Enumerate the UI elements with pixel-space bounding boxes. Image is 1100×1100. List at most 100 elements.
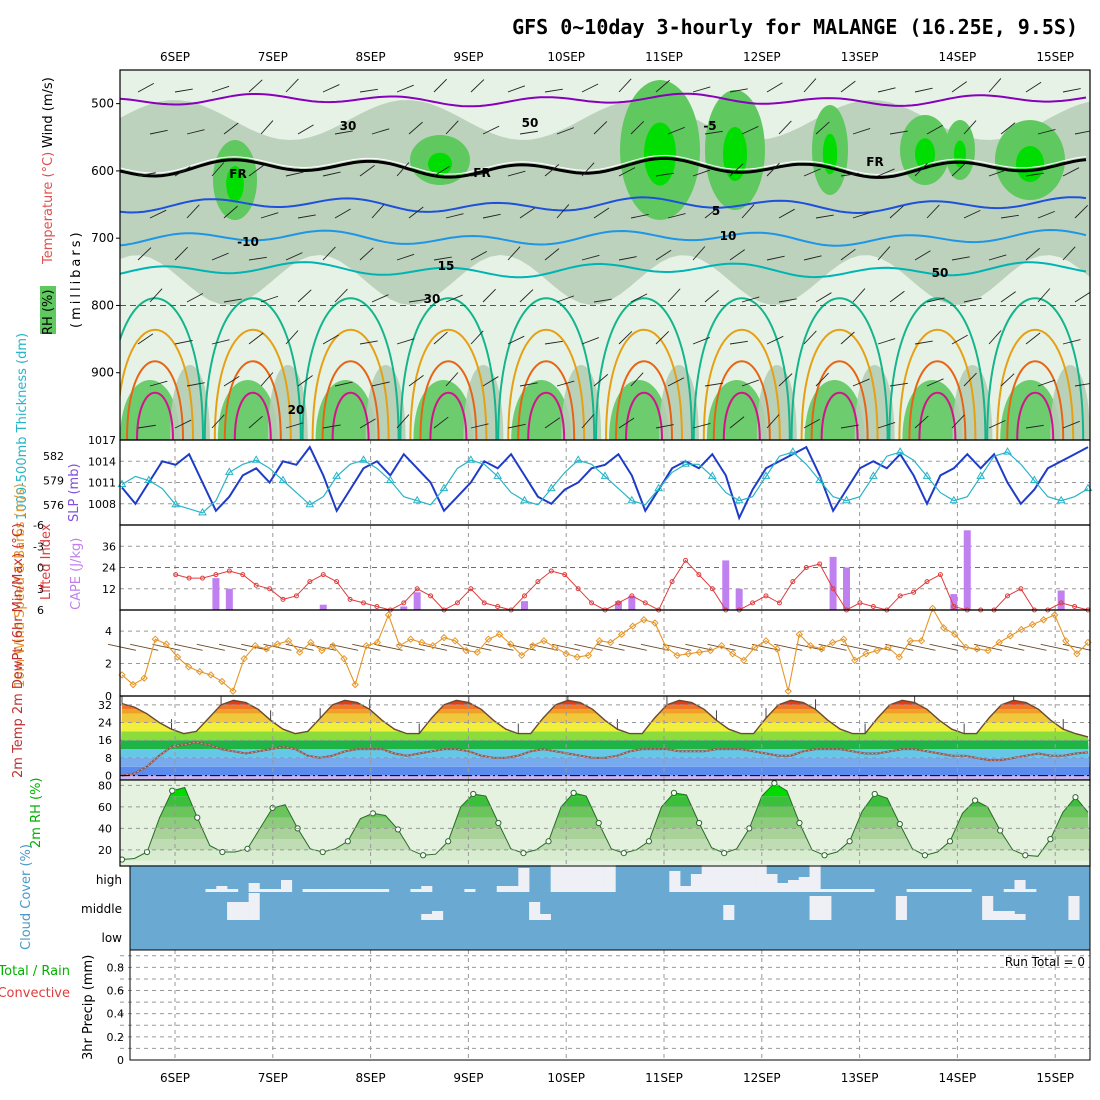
- ua-barb: [1074, 291, 1090, 303]
- ua-barb: [729, 249, 745, 261]
- ua-label-wind: Wind (m/s): [41, 77, 56, 148]
- ua-barb: [186, 382, 205, 387]
- wind-point: [218, 677, 226, 686]
- li-point: [897, 593, 903, 599]
- cloud-mid-bar: [1014, 914, 1026, 920]
- cape-tick: 36: [102, 540, 116, 553]
- wind-barb: [640, 643, 670, 651]
- ua-barb: [1000, 122, 1016, 135]
- arch-9-2: [1006, 360, 1065, 440]
- ua-barb: [877, 87, 896, 93]
- ua-barb: [988, 254, 1007, 261]
- wind-point: [740, 656, 748, 665]
- wind-point: [129, 680, 137, 689]
- t2-clip: [120, 696, 1090, 780]
- ua-barb: [149, 288, 163, 303]
- wind-barb: [218, 643, 248, 651]
- rh2m-point: [796, 819, 803, 827]
- ua-barb: [963, 120, 977, 135]
- ua-barb: [1062, 246, 1076, 261]
- thickness-point: [171, 499, 181, 508]
- rh-bright-6: [1016, 146, 1044, 182]
- top-date-10SEP: 10SEP: [547, 50, 585, 64]
- li-point: [226, 568, 232, 574]
- ua-barb: [556, 380, 575, 387]
- ua-barb: [470, 423, 489, 429]
- ua-barb: [223, 298, 242, 303]
- ua-barb: [926, 297, 945, 303]
- cloud-high-bar: [324, 889, 336, 892]
- ua-barb: [926, 124, 943, 135]
- li-point: [280, 596, 286, 602]
- ua-barb: [704, 289, 719, 303]
- ua-barb: [1000, 291, 1016, 303]
- thickness-point: [895, 447, 905, 455]
- wind-point: [1028, 620, 1037, 629]
- bottom-date-15SEP: 15SEP: [1036, 1071, 1074, 1085]
- wind-point: [1062, 637, 1070, 645]
- temp-bands: [120, 700, 1090, 780]
- ua-barb: [729, 88, 748, 93]
- wind-barb: [241, 643, 270, 651]
- li-point: [857, 600, 863, 606]
- cape-label: CAPE (J/kg): [69, 538, 84, 610]
- li-point: [776, 600, 782, 606]
- ua-barb: [285, 171, 304, 177]
- wind-point: [651, 619, 659, 627]
- arch-3-1: [409, 328, 488, 440]
- rh-low-0: [120, 380, 180, 440]
- thickness-point: [466, 455, 476, 463]
- ua-barb: [223, 376, 240, 387]
- li-point: [924, 579, 930, 585]
- wind-point: [962, 643, 970, 652]
- arch-3-3: [429, 392, 468, 440]
- ua-barb: [334, 130, 353, 135]
- ua-barb: [396, 253, 415, 261]
- ua-barb: [778, 298, 797, 303]
- li-point: [468, 586, 474, 592]
- ua-barb: [988, 78, 1002, 93]
- ua-barb: [852, 212, 871, 219]
- thickness-point: [681, 459, 690, 467]
- thickness-point: [412, 495, 422, 504]
- cape-bar: [963, 530, 971, 610]
- wind-barb: [751, 643, 781, 651]
- arch-9-0: [986, 297, 1085, 440]
- ua-barb: [285, 78, 299, 93]
- li-point: [481, 600, 487, 606]
- t-contour-fr: [120, 156, 1087, 179]
- rh2m-point: [445, 838, 452, 845]
- cloud-high-bar: [744, 865, 756, 892]
- cloud-high-bar: [507, 886, 519, 892]
- li-point: [454, 600, 460, 606]
- ua-barb: [371, 128, 390, 135]
- ua-barb: [692, 246, 706, 261]
- cloud-high-bar: [572, 865, 584, 892]
- ua-ytick-800: 800: [91, 298, 114, 312]
- ua-barb: [334, 208, 351, 219]
- li-point: [307, 579, 313, 585]
- rh-bright-1: [428, 152, 452, 176]
- ua-barb: [778, 120, 792, 135]
- wind-barb: [174, 643, 203, 651]
- wind-point: [828, 638, 837, 647]
- ua-barb: [630, 372, 644, 387]
- ua-barb: [470, 172, 489, 177]
- ua-barb: [482, 125, 500, 135]
- ua-barb: [766, 82, 783, 93]
- thickness-point: [761, 471, 771, 479]
- rh2m-point: [896, 820, 903, 828]
- wind-point: [351, 680, 359, 689]
- ua-barb: [396, 338, 415, 345]
- ua-barb: [211, 339, 230, 345]
- bottom-date-14SEP: 14SEP: [939, 1071, 977, 1085]
- ua-contour-label: 30: [424, 292, 441, 306]
- ua-barb: [137, 333, 154, 345]
- ua-barb: [667, 288, 681, 303]
- wind-tick: 2: [105, 658, 112, 671]
- ua-barb: [951, 81, 967, 93]
- ua-barb: [815, 292, 832, 303]
- li-label: Lifted Index: [39, 523, 54, 600]
- rh2m-point: [244, 845, 251, 852]
